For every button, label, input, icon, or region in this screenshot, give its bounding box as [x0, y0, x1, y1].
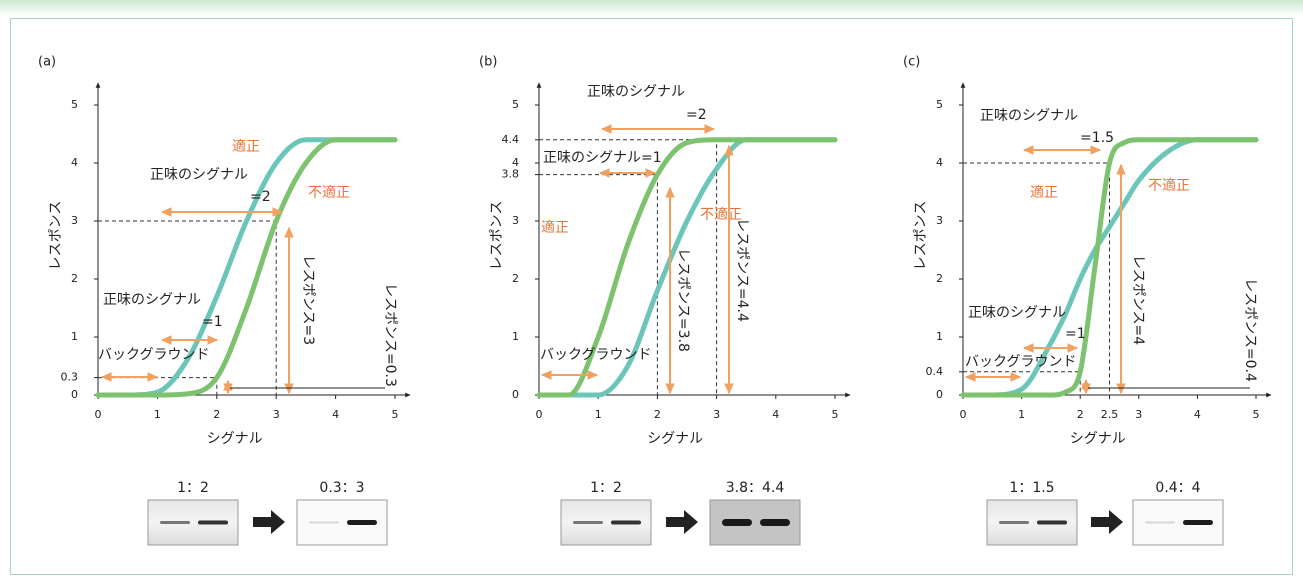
- figure: (a)シグナルレスポンス01234500.312345適正不適正正味のシグナル=…: [0, 0, 1303, 584]
- y-tick-label: 2: [512, 272, 519, 285]
- series-name: 適正: [541, 219, 569, 236]
- y-axis-label: レスポンス: [489, 201, 505, 271]
- x-tick-label: 0: [536, 408, 543, 421]
- annotation: 正味のシグナル: [103, 292, 201, 308]
- series-name: 適正: [1030, 184, 1058, 201]
- x-tick-label: 4: [332, 408, 339, 421]
- x-tick-label: 4: [1194, 408, 1201, 421]
- x-axis-label: シグナル: [207, 431, 263, 447]
- y-tick-label: 2: [71, 272, 78, 285]
- annotation: =2: [250, 189, 271, 205]
- x-tick-label: 2.5: [1101, 408, 1119, 421]
- annotation: レスポンス=3.8: [675, 248, 691, 352]
- y-tick-label: 3.8: [502, 168, 520, 181]
- blot-ratio: 3.8：4.4: [726, 480, 785, 496]
- y-tick-label: 2: [936, 272, 943, 285]
- x-tick-label: 1: [595, 408, 602, 421]
- y-tick-label: 4: [71, 156, 78, 169]
- annotation: 正味のシグナル: [968, 305, 1066, 321]
- annotation: レスポンス=0.4: [1242, 278, 1258, 382]
- x-axis-label: シグナル: [1070, 431, 1126, 447]
- x-tick-label: 4: [772, 408, 779, 421]
- annotation: =1: [202, 314, 223, 330]
- x-tick-label: 2: [213, 408, 220, 421]
- y-tick-label: 0.4: [926, 365, 944, 378]
- y-tick-label: 5: [936, 98, 943, 111]
- x-tick-label: 0: [960, 408, 967, 421]
- band: [1183, 520, 1213, 525]
- y-tick-label: 0.3: [61, 371, 79, 384]
- band: [999, 521, 1029, 524]
- blot-ratio: 1：1.5: [1009, 480, 1054, 496]
- annotation: レスポンス=0.3: [382, 283, 398, 387]
- y-tick-label: 0: [936, 388, 943, 401]
- y-tick-label: 1: [71, 330, 78, 343]
- x-tick-label: 2: [1077, 408, 1084, 421]
- y-axis-label: レスポンス: [913, 201, 929, 271]
- annotation: 正味のシグナル=1: [543, 150, 662, 166]
- series-name: 不適正: [1148, 177, 1190, 194]
- annotation: =2: [686, 107, 707, 123]
- x-tick-label: 1: [154, 408, 161, 421]
- y-tick-label: 1: [936, 330, 943, 343]
- blot-ratio: 1：2: [177, 480, 209, 496]
- panel-label: (b): [479, 55, 497, 70]
- band: [722, 519, 752, 526]
- band: [760, 519, 790, 526]
- annotation: バックグラウンド: [98, 347, 209, 363]
- y-tick-label: 0: [71, 388, 78, 401]
- y-tick-label: 5: [512, 98, 519, 111]
- panel-label: (c): [903, 55, 920, 70]
- x-axis-label: シグナル: [647, 431, 703, 447]
- annotation: バックグラウンド: [965, 354, 1076, 370]
- x-tick-label: 0: [95, 408, 102, 421]
- blot-ratio: 0.4：4: [1155, 480, 1200, 496]
- annotation: レスポンス=3: [300, 255, 316, 345]
- band: [1145, 522, 1175, 524]
- y-tick-label: 0: [512, 388, 519, 401]
- annotation: 正味のシグナル: [980, 108, 1078, 124]
- x-tick-label: 3: [273, 408, 280, 421]
- series-name: 適正: [232, 138, 260, 155]
- band: [198, 521, 228, 525]
- y-tick-label: 3: [512, 214, 519, 227]
- band: [347, 520, 377, 525]
- x-tick-label: 5: [392, 408, 399, 421]
- x-tick-label: 1: [1018, 408, 1025, 421]
- top-band: [0, 0, 1303, 16]
- band: [1037, 521, 1067, 525]
- y-axis-label: レスポンス: [48, 201, 64, 271]
- x-tick-label: 5: [832, 408, 839, 421]
- blot-ratio: 1：2: [590, 480, 622, 496]
- blot-ratio: 0.3：3: [319, 480, 364, 496]
- band: [573, 521, 603, 524]
- annotation: レスポンス=4.4: [734, 218, 750, 322]
- annotation: レスポンス=4: [1130, 255, 1146, 345]
- x-tick-label: 3: [713, 408, 720, 421]
- y-tick-label: 4: [936, 156, 943, 169]
- series-name: 不適正: [308, 184, 350, 201]
- y-tick-label: 4: [512, 156, 519, 169]
- annotation: 正味のシグナル: [150, 167, 248, 183]
- annotation: 正味のシグナル: [587, 84, 685, 100]
- x-tick-label: 3: [1135, 408, 1142, 421]
- x-tick-label: 2: [654, 408, 661, 421]
- y-tick-label: 1: [512, 330, 519, 343]
- panel-label: (a): [38, 55, 56, 70]
- y-tick-label: 3: [71, 214, 78, 227]
- y-tick-label: 3: [936, 214, 943, 227]
- band: [309, 522, 339, 524]
- annotation: バックグラウンド: [540, 347, 651, 363]
- x-tick-label: 5: [1253, 408, 1260, 421]
- annotation: =1: [1065, 326, 1086, 342]
- band: [611, 521, 641, 525]
- band: [160, 521, 190, 524]
- annotation: =1.5: [1080, 130, 1114, 146]
- y-tick-label: 4.4: [502, 133, 520, 146]
- y-tick-label: 5: [71, 98, 78, 111]
